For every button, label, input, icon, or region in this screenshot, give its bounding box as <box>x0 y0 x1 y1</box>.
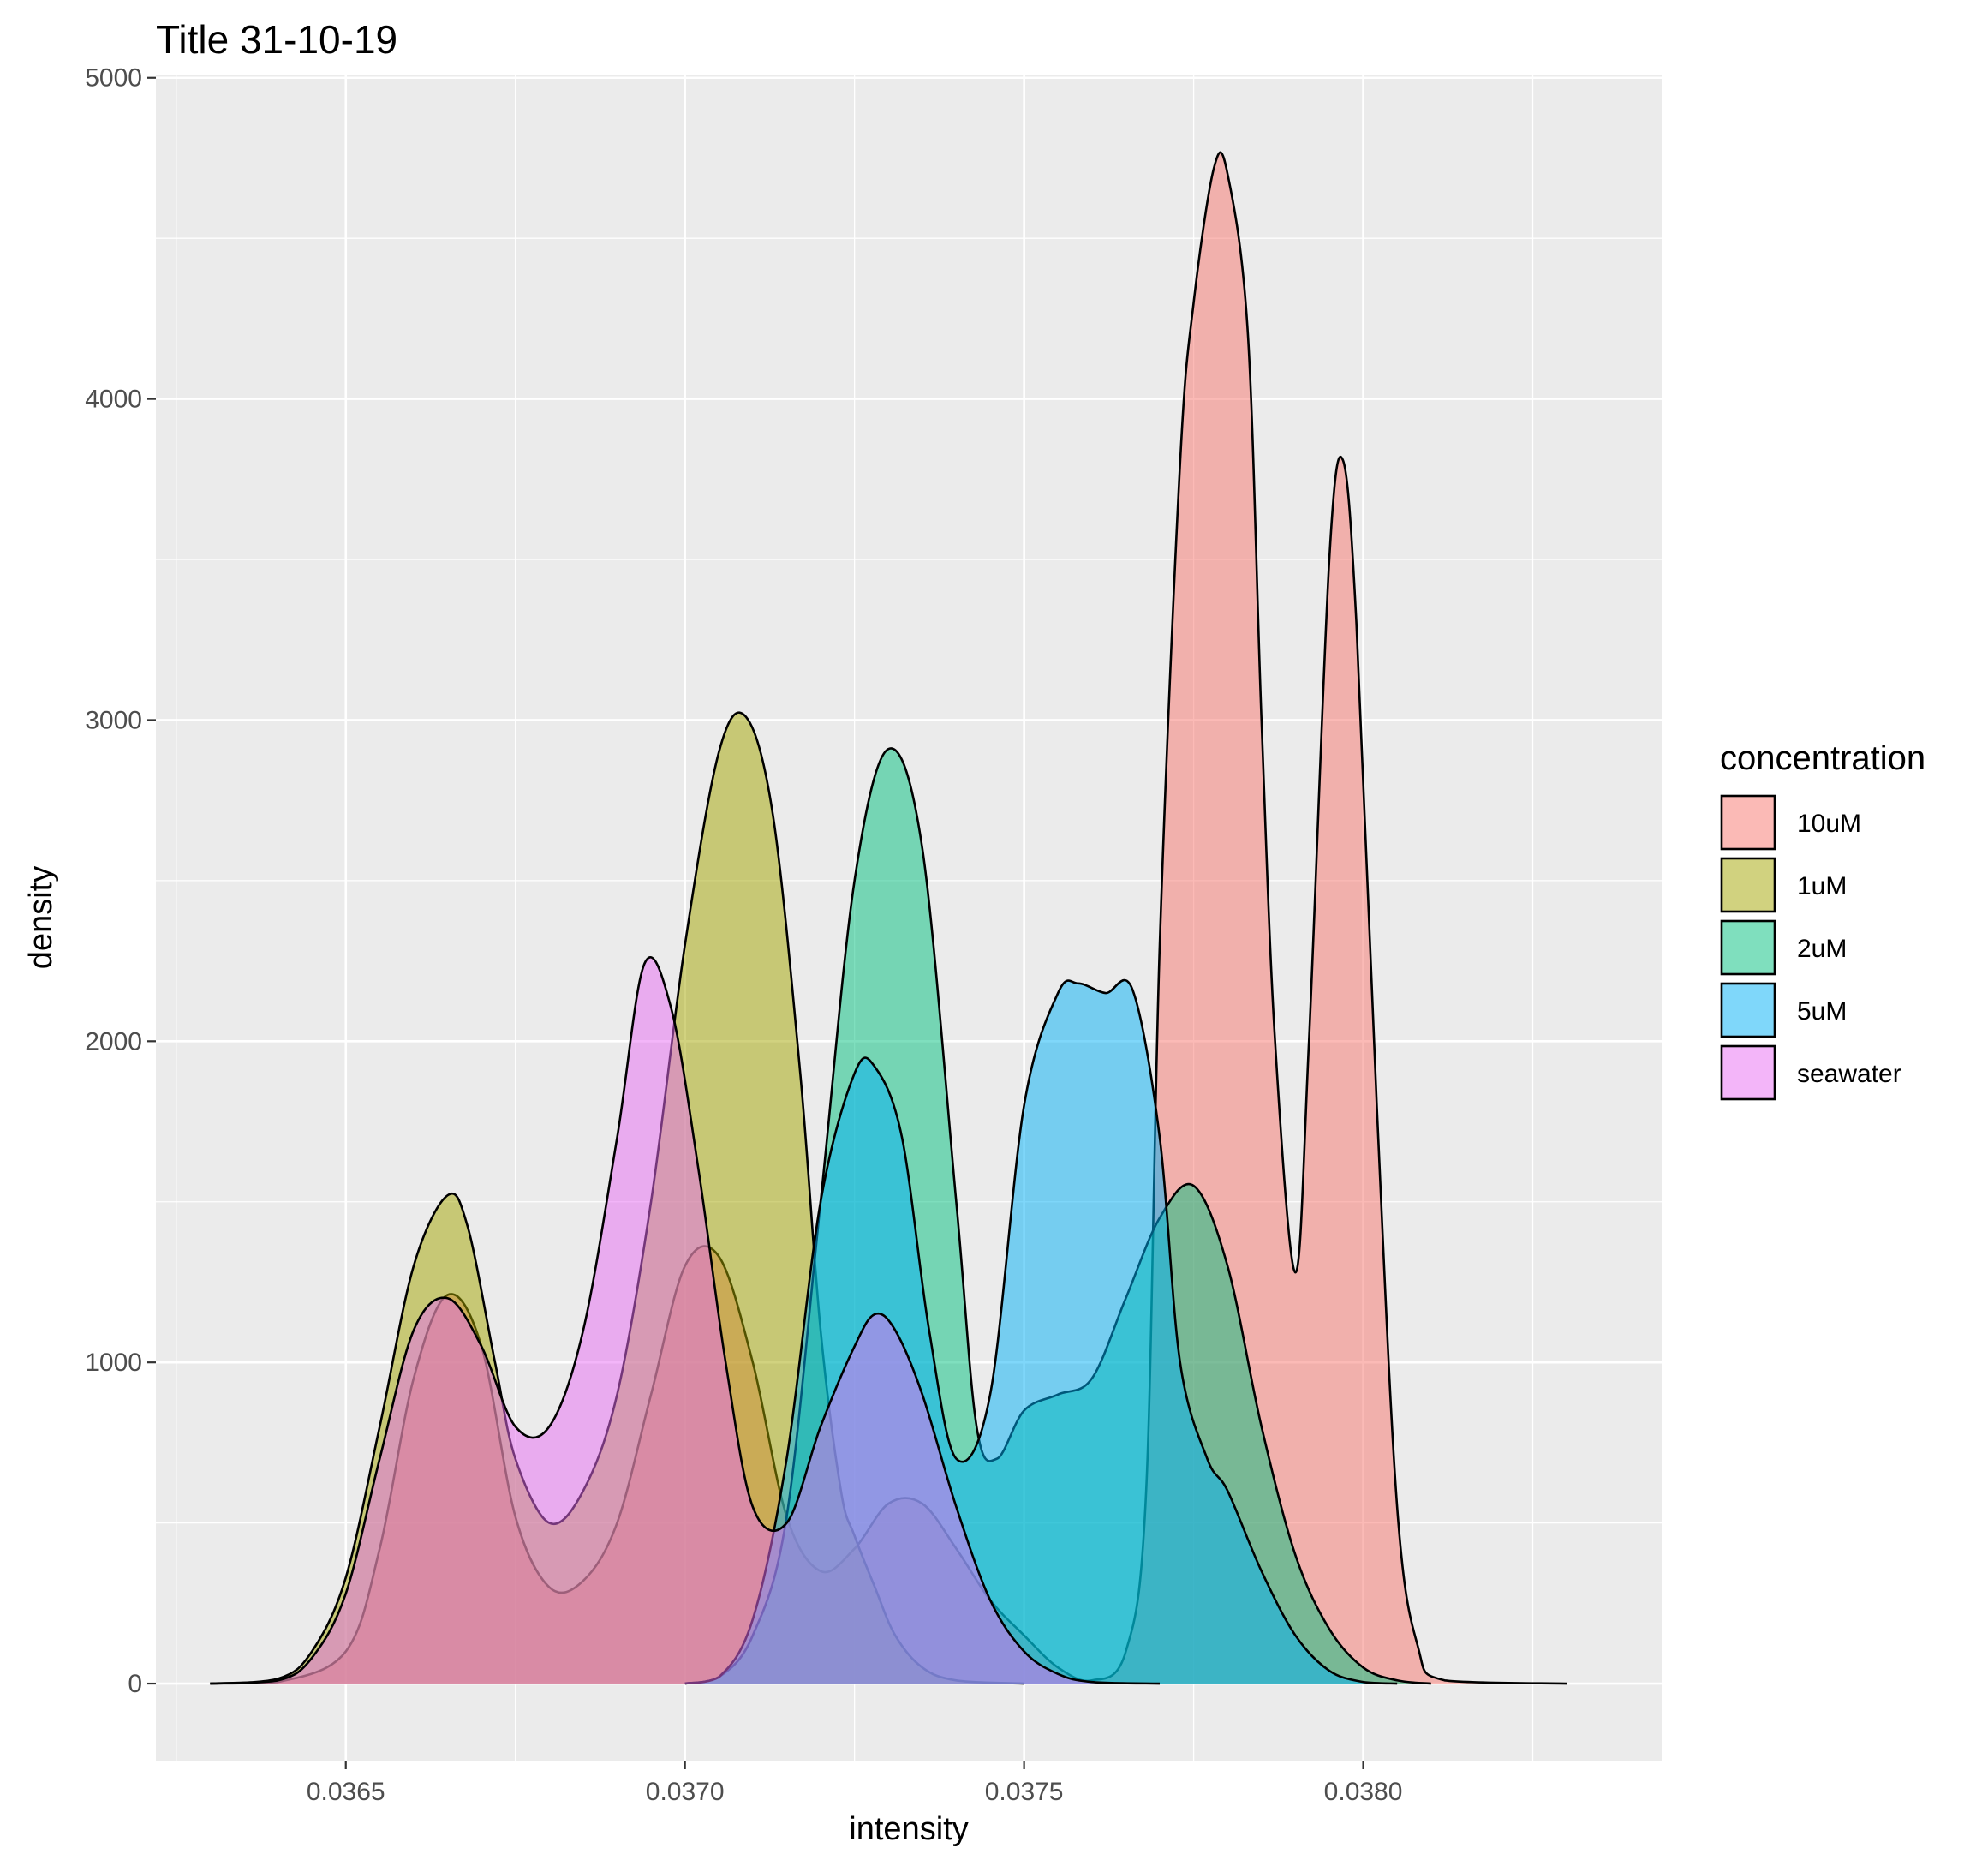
x-axis-title: intensity <box>849 1811 968 1847</box>
legend-label-2uM: 2uM <box>1797 935 1847 963</box>
y-tick-label: 4000 <box>85 386 142 414</box>
x-tick-label: 0.0370 <box>646 1778 725 1806</box>
legend: concentration 10uM 1uM 2uM 5uM seawater <box>1720 739 1925 1101</box>
x-tick-label: 0.0365 <box>307 1778 385 1806</box>
x-tick-label: 0.0375 <box>985 1778 1064 1806</box>
y-axis-title: density <box>23 866 59 969</box>
density-curve-seawater <box>210 956 1161 1685</box>
density-area-seawater <box>210 957 1161 1684</box>
legend-label-1uM: 1uM <box>1797 872 1847 900</box>
legend-label-seawater: seawater <box>1797 1060 1901 1088</box>
legend-label-10uM: 10uM <box>1797 810 1861 838</box>
legend-title: concentration <box>1720 739 1925 777</box>
legend-key-5uM <box>1720 982 1776 1038</box>
y-tick-label: 3000 <box>85 706 142 734</box>
legend-label-5uM: 5uM <box>1797 997 1847 1026</box>
x-tick-label: 0.0380 <box>1324 1778 1403 1806</box>
legend-key-seawater <box>1720 1044 1776 1101</box>
density-series <box>210 151 1567 1685</box>
legend-key-2uM <box>1720 919 1776 976</box>
y-tick-label: 5000 <box>85 64 142 93</box>
legend-key-1uM <box>1720 857 1776 913</box>
x-axis: 0.0365 0.0370 0.0375 0.0380 <box>307 1761 1403 1806</box>
y-tick-label: 2000 <box>85 1027 142 1056</box>
y-axis: 0 1000 2000 3000 4000 5000 <box>85 64 156 1698</box>
chart-title: Title 31-10-19 <box>156 17 397 62</box>
y-tick-label: 1000 <box>85 1349 142 1377</box>
density-curve-5uM <box>684 978 1398 1685</box>
y-tick-label: 0 <box>128 1670 142 1698</box>
legend-key-10uM <box>1720 794 1776 851</box>
